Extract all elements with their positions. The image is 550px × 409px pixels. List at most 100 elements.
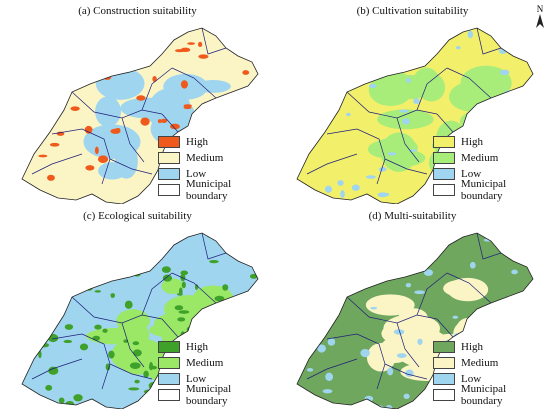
legend-item-low: Low [158, 166, 275, 182]
suitability-patch [304, 68, 313, 75]
suitability-patch [467, 30, 474, 39]
legend: High Medium Low Municipal boundary [433, 339, 550, 407]
suitability-patch [168, 403, 173, 409]
suitability-patch [149, 361, 153, 371]
legend-item-medium: Medium [433, 355, 550, 371]
legend-swatch [158, 184, 180, 196]
suitability-patch [503, 37, 511, 46]
suitability-patch [186, 326, 196, 334]
suitability-patch [332, 252, 337, 257]
suitability-patch [399, 109, 409, 113]
panel-ecological-suitability: (c) Ecological suitability High Medium L… [0, 205, 275, 409]
suitability-patch [63, 339, 73, 344]
suitability-patch [34, 199, 40, 204]
suitability-patch [46, 82, 52, 87]
suitability-patch [308, 199, 320, 204]
suitability-patch [194, 284, 199, 290]
suitability-patch [65, 272, 73, 276]
suitability-patch [85, 165, 95, 171]
suitability-patch [214, 295, 225, 302]
province-outline [21, 232, 259, 409]
legend: High Medium Low Municipal boundary [158, 339, 275, 407]
suitability-patch [35, 129, 44, 133]
municipal-boundary [161, 318, 179, 338]
suitability-patch [31, 86, 37, 92]
suitability-patch [86, 28, 97, 36]
legend-swatch [158, 389, 180, 401]
suitability-patch [23, 262, 28, 266]
panel-title: (d) Multi-suitability [368, 210, 457, 222]
municipal-boundary [171, 272, 217, 304]
suitability-patch [159, 36, 170, 43]
suitability-patch [136, 95, 146, 101]
panel-title: (b) Cultivation suitability [356, 5, 469, 17]
legend-swatch [433, 373, 455, 385]
legend-item-high: High [158, 339, 275, 355]
suitability-patch [30, 102, 35, 109]
suitability-patch [360, 348, 370, 358]
suitability-patch [470, 261, 476, 269]
municipal-boundary [384, 363, 428, 380]
legend: High Medium Low Municipal boundary [433, 134, 550, 202]
suitability-patch [523, 322, 529, 327]
suitability-patch [198, 54, 209, 59]
municipal-boundary [51, 128, 111, 185]
province-outline [21, 27, 259, 204]
map-construction [21, 27, 259, 204]
suitability-patch [246, 28, 257, 35]
municipal-boundary [476, 232, 502, 260]
suitability-patch [365, 175, 376, 179]
suitability-region [145, 98, 195, 128]
legend-item-boundary: Municipal boundary [433, 383, 550, 407]
suitability-patch [456, 45, 461, 50]
suitability-patch [215, 104, 220, 109]
north-arrowhead [536, 14, 544, 28]
suitability-patch [162, 274, 173, 282]
suitability-patch [78, 249, 87, 258]
suitability-region [413, 67, 440, 97]
suitability-patch [317, 344, 326, 353]
legend-swatch [433, 389, 455, 401]
suitability-patch [108, 350, 115, 359]
suitability-patch [174, 305, 184, 311]
suitability-patch [157, 119, 162, 124]
legend-swatch [158, 357, 180, 369]
suitability-patch [177, 317, 186, 322]
suitability-patch [204, 127, 208, 133]
suitability-patch [235, 327, 246, 337]
panel-multi-suitability: (d) Multi-suitability High Medium Low Mu… [275, 205, 550, 409]
suitability-region [381, 149, 426, 167]
suitability-patch [220, 315, 225, 324]
suitability-patch [325, 372, 334, 381]
suitability-region [86, 328, 146, 345]
legend-item-medium: Medium [433, 150, 550, 166]
suitability-patch [228, 233, 237, 240]
suitability-patch [405, 369, 414, 377]
suitability-patch [132, 341, 140, 346]
north-arrow-icon: N [536, 4, 544, 28]
legend-item-high: High [433, 339, 550, 355]
legend-item-boundary: Municipal boundary [158, 383, 275, 407]
suitability-patch [502, 35, 507, 42]
suitability-patch [324, 199, 328, 203]
suitability-patch [209, 328, 219, 336]
suitability-patch [215, 122, 223, 126]
suitability-patch [246, 305, 253, 311]
suitability-region [115, 144, 138, 179]
suitability-patch [227, 300, 235, 306]
municipal-boundary [326, 333, 386, 390]
suitability-patch [73, 394, 83, 402]
suitability-patch [81, 237, 86, 242]
suitability-patch [124, 57, 135, 62]
suitability-patch [78, 78, 88, 83]
suitability-patch [187, 42, 196, 45]
municipal-boundary [416, 272, 448, 316]
municipal-boundary [306, 153, 358, 175]
municipal-boundary [121, 322, 145, 368]
legend-swatch [433, 152, 455, 164]
suitability-patch [409, 254, 415, 260]
legend-swatch [158, 152, 180, 164]
province-outline [296, 232, 534, 409]
suitability-patch [408, 149, 418, 152]
suitability-patch [322, 389, 333, 394]
